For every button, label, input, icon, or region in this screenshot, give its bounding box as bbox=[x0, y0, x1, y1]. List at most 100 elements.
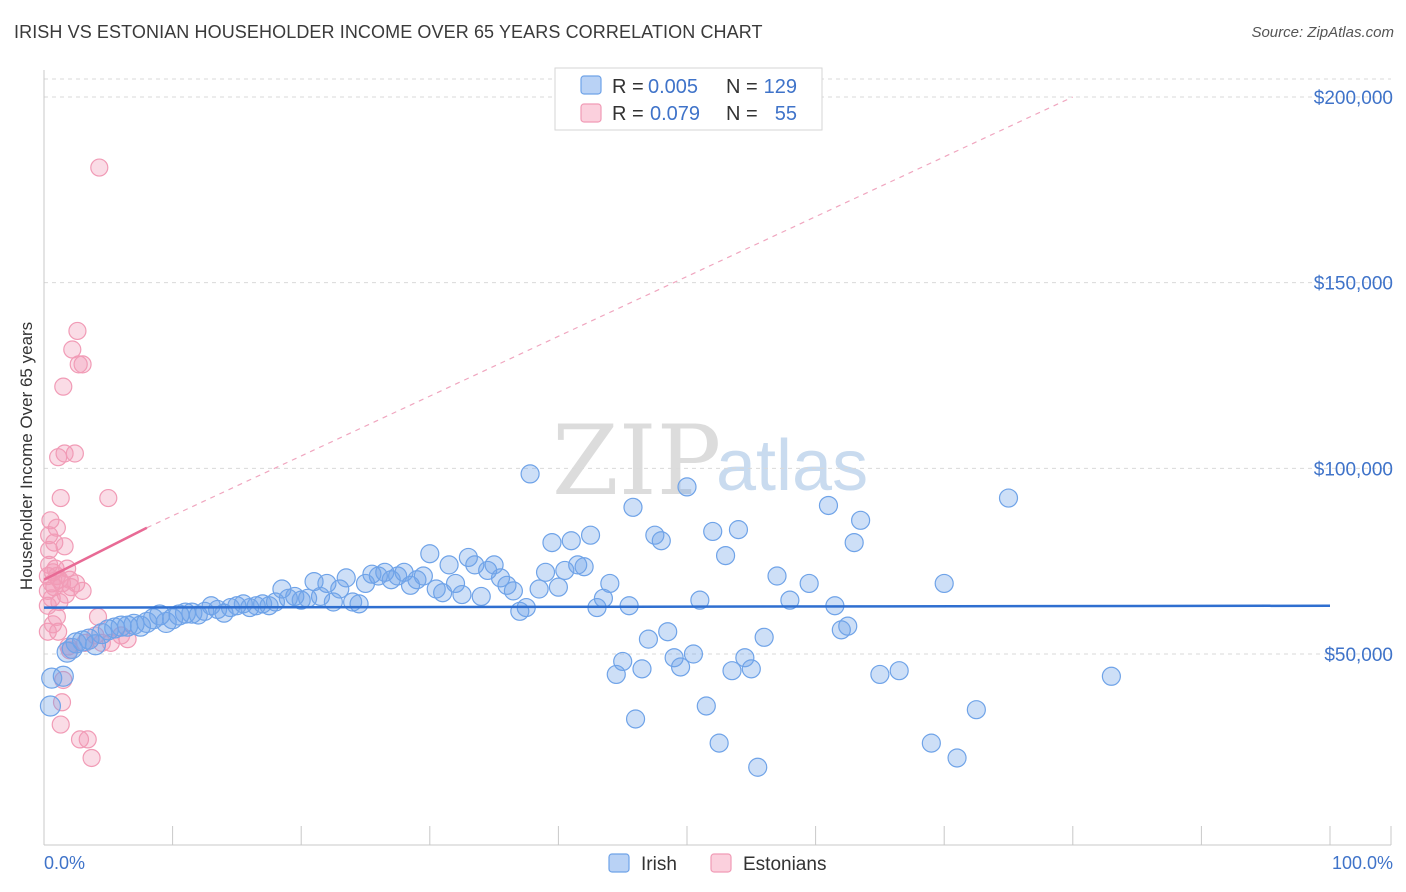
irish-point-100 bbox=[670, 657, 691, 677]
source-credit: Source: ZipAtlas.com bbox=[1251, 24, 1394, 41]
legend-r-label-estonians: R = bbox=[612, 103, 644, 125]
irish-point-47 bbox=[336, 568, 356, 588]
irish-point-88 bbox=[600, 573, 620, 594]
y-axis-title: Householder Income Over 65 years bbox=[17, 322, 36, 590]
watermark-zip: ZIP bbox=[552, 405, 721, 517]
y-tick-labels: $50,000 $100,000 $150,000 $200,000 bbox=[1314, 88, 1393, 666]
irish-point-116 bbox=[799, 573, 819, 594]
irish-point-101 bbox=[677, 477, 697, 497]
estonian-point-28 bbox=[55, 444, 74, 463]
irish-point-2 bbox=[52, 665, 74, 687]
irish-point-125 bbox=[921, 733, 941, 753]
irish-point-59 bbox=[413, 566, 433, 586]
legend-r-label-irish: R = bbox=[612, 76, 644, 98]
irish-point-60 bbox=[420, 544, 440, 564]
bottom-legend-irish: Irish bbox=[641, 854, 677, 875]
irish-point-66 bbox=[458, 547, 478, 568]
irish-point-71 bbox=[490, 568, 511, 588]
legend-swatch-irish bbox=[580, 75, 602, 95]
irish-point-115 bbox=[780, 590, 800, 610]
irish-point-114 bbox=[767, 566, 787, 586]
estonian-point-43 bbox=[73, 355, 92, 374]
x-ticks bbox=[43, 826, 1392, 845]
irish-point-95 bbox=[638, 629, 659, 649]
y-tick-label-3: $200,000 bbox=[1314, 88, 1393, 109]
irish-point-102 bbox=[683, 644, 704, 664]
irish-point-73 bbox=[503, 581, 523, 601]
legend-r-value-irish: 0.005 bbox=[648, 76, 698, 98]
irish-point-16 bbox=[136, 611, 158, 634]
bottom-legend-swatch-irish bbox=[608, 853, 630, 873]
irish-point-53 bbox=[375, 562, 395, 582]
estonian-point-46 bbox=[82, 748, 101, 768]
estonian-point-49 bbox=[90, 158, 109, 177]
estonian-point-27 bbox=[54, 377, 73, 396]
x-tick-label-min: 0.0% bbox=[44, 853, 85, 873]
irish-trendline bbox=[43, 604, 1331, 609]
estonian-point-7 bbox=[41, 511, 60, 530]
irish-point-8 bbox=[84, 634, 107, 656]
x-tick-label-max: 100.0% bbox=[1332, 853, 1393, 873]
estonian-point-19 bbox=[49, 622, 68, 641]
irish-point-83 bbox=[568, 555, 588, 575]
irish-point-121 bbox=[844, 532, 864, 553]
chart-title: IRISH VS ESTONIAN HOUSEHOLDER INCOME OVE… bbox=[14, 22, 763, 42]
irish-point-112 bbox=[748, 757, 768, 777]
y-tick-label-1: $100,000 bbox=[1314, 459, 1393, 480]
irish-point-106 bbox=[709, 733, 729, 753]
estonian-point-29 bbox=[55, 537, 74, 556]
watermark-atlas: atlas bbox=[716, 426, 868, 506]
irish-point-98 bbox=[658, 622, 678, 642]
irish-point-92 bbox=[623, 497, 643, 517]
irish-point-109 bbox=[728, 520, 749, 540]
bottom-legend-estonians: Estonians bbox=[743, 854, 826, 875]
estonian-point-45 bbox=[78, 730, 97, 749]
irish-point-62 bbox=[433, 583, 453, 603]
irish-point-110 bbox=[735, 648, 755, 668]
irish-point-130 bbox=[1101, 666, 1121, 686]
irish-point-127 bbox=[947, 748, 967, 768]
legend-r-value-estonians: 0.079 bbox=[650, 103, 700, 125]
irish-point-64 bbox=[445, 573, 466, 594]
legend-n-value-estonians: 55 bbox=[775, 103, 797, 125]
irish-point-15 bbox=[129, 615, 152, 637]
estonian-point-39 bbox=[68, 321, 87, 341]
irish-point-90 bbox=[613, 651, 633, 672]
irish-point-97 bbox=[651, 531, 671, 551]
irish-point-0 bbox=[39, 695, 62, 717]
estonian-point-24 bbox=[52, 693, 72, 712]
irish-point-40 bbox=[291, 590, 311, 610]
legend-box: R = 0.005 N = 129 R = 0.079 N = 55 bbox=[554, 67, 823, 131]
legend-n-value-irish: 129 bbox=[764, 76, 797, 98]
estonian-points bbox=[38, 158, 137, 768]
irish-point-76 bbox=[520, 464, 540, 484]
estonian-trendline bbox=[43, 526, 148, 581]
estonian-point-23 bbox=[51, 715, 70, 734]
irish-point-111 bbox=[741, 659, 761, 679]
irish-point-65 bbox=[452, 584, 472, 605]
legend-n-label-estonians: N = bbox=[726, 103, 758, 125]
irish-point-105 bbox=[703, 521, 723, 542]
irish-point-113 bbox=[754, 627, 774, 647]
irish-point-120 bbox=[838, 616, 858, 636]
irish-point-4 bbox=[61, 637, 83, 660]
irish-point-17 bbox=[142, 608, 164, 630]
y-tick-label-0: $50,000 bbox=[1324, 645, 1393, 666]
irish-point-68 bbox=[471, 586, 491, 607]
irish-point-84 bbox=[574, 557, 594, 577]
irish-point-129 bbox=[998, 488, 1019, 508]
irish-point-78 bbox=[535, 562, 556, 582]
irish-point-94 bbox=[632, 659, 652, 679]
legend-swatch-estonians bbox=[580, 103, 602, 123]
irish-point-124 bbox=[889, 661, 909, 681]
irish-point-46 bbox=[330, 579, 350, 599]
irish-point-107 bbox=[715, 545, 736, 566]
irish-point-9 bbox=[91, 622, 113, 645]
irish-point-7 bbox=[78, 628, 100, 650]
trendlines bbox=[43, 96, 1331, 609]
irish-point-122 bbox=[851, 510, 871, 530]
estonian-point-20 bbox=[50, 592, 69, 612]
irish-point-99 bbox=[664, 648, 684, 668]
irish-point-79 bbox=[542, 532, 562, 553]
irish-point-93 bbox=[625, 709, 646, 729]
